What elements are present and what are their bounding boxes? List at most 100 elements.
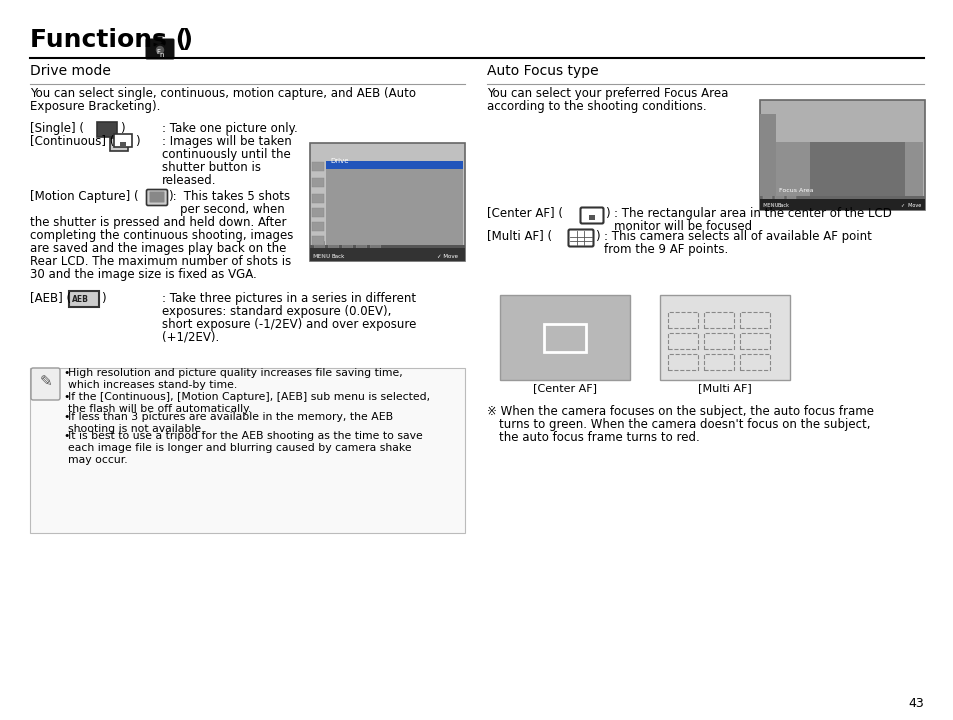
Text: exposures: standard exposure (0.0EV),: exposures: standard exposure (0.0EV),	[162, 305, 391, 318]
Text: ): )	[172, 28, 193, 52]
Bar	[659, 295, 789, 380]
Text: High resolution and picture quality increases file saving time,: High resolution and picture quality incr…	[68, 368, 402, 378]
Text: If less than 3 pictures are available in the memory, the AEB: If less than 3 pictures are available in…	[68, 412, 393, 422]
Bar	[328, 241, 337, 249]
Text: which increases stand-by time.: which increases stand-by time.	[68, 380, 237, 390]
Text: short exposure (-1/2EV) and over exposure: short exposure (-1/2EV) and over exposur…	[162, 318, 416, 331]
Bar	[326, 161, 462, 173]
Text: each image file is longer and blurring caused by camera shake: each image file is longer and blurring c…	[68, 443, 411, 453]
Text: [Motion Capture] (: [Motion Capture] (	[30, 190, 138, 203]
Text: It is best to use a tripod for the AEB shooting as the time to save: It is best to use a tripod for the AEB s…	[68, 431, 422, 441]
Bar	[543, 323, 585, 351]
Bar	[326, 169, 462, 245]
Text: ✓ Move: ✓ Move	[436, 254, 457, 259]
Bar	[762, 193, 771, 200]
Bar	[312, 222, 324, 231]
Bar	[775, 142, 923, 196]
Text: [Single] (: [Single] (	[30, 122, 84, 135]
Text: [AEB] (: [AEB] (	[30, 292, 71, 305]
Text: ): )	[595, 230, 599, 243]
Bar	[312, 178, 324, 187]
Text: : This camera selects all of available AF point: : This camera selects all of available A…	[603, 230, 871, 243]
Bar	[760, 196, 924, 210]
Text: [Multi AF] (: [Multi AF] (	[486, 230, 552, 243]
FancyBboxPatch shape	[146, 38, 174, 60]
Bar	[760, 114, 775, 196]
Bar	[310, 245, 464, 261]
Text: the auto focus frame turns to red.: the auto focus frame turns to red.	[498, 431, 699, 444]
Text: ※ When the camera focuses on the subject, the auto focus frame: ※ When the camera focuses on the subject…	[486, 405, 873, 418]
Bar	[667, 312, 698, 328]
Bar	[588, 215, 595, 220]
Text: You can select your preferred Focus Area: You can select your preferred Focus Area	[486, 87, 727, 100]
Text: •: •	[63, 412, 70, 422]
Text: the shutter is pressed and held down. After: the shutter is pressed and held down. Af…	[30, 216, 286, 229]
Bar	[667, 333, 698, 349]
Bar	[314, 241, 324, 249]
Bar	[740, 312, 769, 328]
Bar	[786, 193, 795, 200]
Circle shape	[154, 45, 165, 55]
Text: Drive mode: Drive mode	[30, 64, 111, 78]
Text: If the [Continuous], [Motion Capture], [AEB] sub menu is selected,: If the [Continuous], [Motion Capture], […	[68, 392, 430, 402]
Text: are saved and the images play back on the: are saved and the images play back on th…	[30, 242, 286, 255]
Bar	[499, 295, 629, 380]
FancyBboxPatch shape	[579, 207, 603, 223]
Bar	[809, 142, 904, 196]
Text: ): )	[604, 207, 609, 220]
Text: [Center AF]: [Center AF]	[533, 383, 597, 393]
Text: F: F	[156, 49, 160, 55]
Bar	[355, 241, 366, 249]
Text: according to the shooting conditions.: according to the shooting conditions.	[486, 100, 706, 113]
FancyBboxPatch shape	[568, 230, 593, 246]
Text: per second, when: per second, when	[180, 203, 284, 216]
Text: ):: ):	[168, 190, 176, 203]
Bar	[740, 354, 769, 370]
Text: 43: 43	[907, 697, 923, 710]
Bar	[310, 143, 464, 261]
Text: •: •	[63, 392, 70, 402]
Bar	[760, 100, 924, 210]
Bar	[703, 354, 733, 370]
Text: : The rectangular area in the center of the LCD: : The rectangular area in the center of …	[614, 207, 891, 220]
Text: Back: Back	[778, 203, 789, 208]
Text: Rear LCD. The maximum number of shots is: Rear LCD. The maximum number of shots is	[30, 255, 291, 268]
Text: Auto Focus type: Auto Focus type	[486, 64, 598, 78]
Text: Exposure Bracketing).: Exposure Bracketing).	[30, 100, 160, 113]
Text: •: •	[63, 431, 70, 441]
Text: MENU: MENU	[313, 254, 331, 259]
Text: [Continuous] (: [Continuous] (	[30, 135, 114, 148]
Text: 30 and the image size is fixed as VGA.: 30 and the image size is fixed as VGA.	[30, 268, 256, 281]
Bar	[703, 312, 733, 328]
Text: continuously until the: continuously until the	[162, 148, 291, 161]
Text: shutter button is: shutter button is	[162, 161, 261, 174]
Bar	[312, 236, 324, 245]
Text: released.: released.	[162, 174, 216, 187]
FancyBboxPatch shape	[153, 37, 162, 42]
Text: (+1/2EV).: (+1/2EV).	[162, 331, 219, 344]
FancyBboxPatch shape	[111, 138, 129, 150]
Bar	[312, 162, 324, 171]
Circle shape	[156, 47, 163, 53]
Text: Back: Back	[332, 254, 345, 259]
Text: completing the continuous shooting, images: completing the continuous shooting, imag…	[30, 229, 294, 242]
Text: ✓  Move: ✓ Move	[900, 203, 921, 208]
Text: Focus Area: Focus Area	[779, 188, 813, 193]
Text: turns to green. When the camera doesn't focus on the subject,: turns to green. When the camera doesn't …	[498, 418, 869, 431]
Text: ): )	[135, 135, 139, 148]
Text: the flash will be off automatically.: the flash will be off automatically.	[68, 404, 251, 414]
Text: : Take one picture only.: : Take one picture only.	[162, 122, 297, 135]
Bar	[667, 354, 698, 370]
Text: shooting is not available.: shooting is not available.	[68, 424, 204, 434]
Bar	[703, 333, 733, 349]
Text: [Center AF] (: [Center AF] (	[486, 207, 562, 220]
FancyBboxPatch shape	[30, 368, 60, 400]
Text: may occur.: may occur.	[68, 455, 128, 465]
Bar	[310, 248, 464, 261]
FancyBboxPatch shape	[150, 192, 164, 202]
Text: from the 9 AF points.: from the 9 AF points.	[603, 243, 727, 256]
FancyBboxPatch shape	[114, 133, 132, 146]
Text: Drive: Drive	[330, 158, 348, 164]
Bar	[341, 241, 352, 249]
Text: ✎: ✎	[40, 374, 52, 389]
